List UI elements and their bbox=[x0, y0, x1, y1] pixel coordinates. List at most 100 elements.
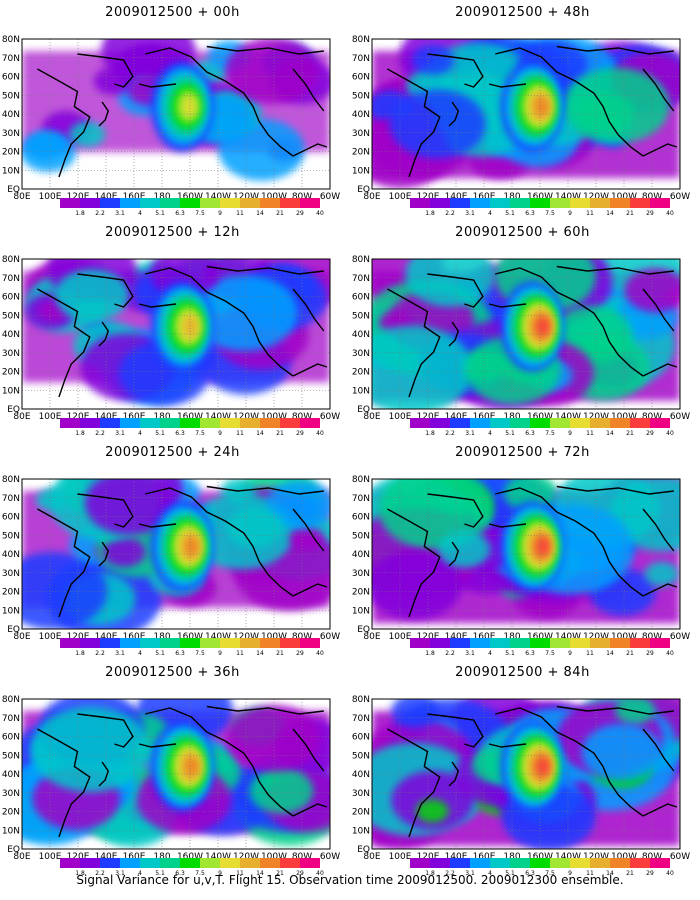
colorbar-swatch bbox=[60, 418, 80, 428]
coastline bbox=[138, 523, 177, 528]
x-tick-label: 140E bbox=[95, 192, 118, 202]
y-tick-label: 10N bbox=[352, 606, 370, 616]
panel-title: 2009012500 + 12h bbox=[105, 225, 240, 240]
coastline bbox=[642, 288, 675, 332]
coastline bbox=[37, 288, 91, 398]
colorbar-label: 14 bbox=[606, 650, 614, 657]
colorbar-label: 6.3 bbox=[525, 210, 535, 217]
coastline bbox=[556, 45, 674, 55]
colorbar-swatch bbox=[280, 418, 300, 428]
colorbar-label: 21 bbox=[276, 870, 284, 877]
coastline bbox=[642, 508, 675, 552]
coastline bbox=[37, 68, 91, 178]
colorbar-swatch bbox=[590, 418, 610, 428]
colorbar-swatch bbox=[430, 418, 450, 428]
coastline bbox=[495, 47, 644, 157]
coastline bbox=[427, 53, 484, 88]
colorbar-label: 4 bbox=[488, 650, 492, 657]
coastline bbox=[98, 761, 110, 787]
colorbar-swatch bbox=[220, 198, 240, 208]
y-tick-label: 30N bbox=[352, 789, 370, 799]
colorbar-swatch bbox=[530, 418, 550, 428]
x-tick-label: 120W bbox=[233, 412, 259, 422]
x-tick-label: 140E bbox=[445, 192, 468, 202]
panel-title: 2009012500 + 36h bbox=[105, 665, 240, 680]
colorbar-label: 6.3 bbox=[175, 870, 185, 877]
y-tick-label: 50N bbox=[2, 531, 20, 541]
panel-title: 2009012500 + 00h bbox=[105, 5, 240, 20]
coastline bbox=[488, 523, 527, 528]
colorbar-swatch bbox=[60, 638, 80, 648]
colorbar-label: 6.3 bbox=[525, 650, 535, 657]
x-tick-label: 80E bbox=[363, 852, 380, 862]
colorbar-label: 3.1 bbox=[115, 870, 125, 877]
coastline bbox=[206, 45, 324, 55]
y-tick-label: 30N bbox=[2, 349, 20, 359]
x-tick-label: 100E bbox=[39, 632, 62, 642]
colorbar-label: 11 bbox=[236, 210, 244, 217]
colorbar-swatch bbox=[490, 638, 510, 648]
y-tick-label: 70N bbox=[352, 274, 370, 284]
coastline bbox=[292, 143, 328, 157]
colorbar-label: 1.8 bbox=[75, 870, 85, 877]
colorbar-swatch bbox=[510, 198, 530, 208]
colorbar-swatch bbox=[610, 638, 630, 648]
y-tick-label: 40N bbox=[2, 110, 20, 120]
colorbar-swatch bbox=[80, 198, 100, 208]
x-tick-label: 80W bbox=[292, 852, 312, 862]
y-tick-label: EQ bbox=[7, 625, 20, 635]
y-tick-label: 20N bbox=[2, 148, 20, 158]
x-tick-label: 160W bbox=[177, 412, 203, 422]
colorbar-swatch bbox=[80, 638, 100, 648]
colorbar-label: 2.2 bbox=[95, 650, 105, 657]
coastline bbox=[387, 288, 441, 398]
colorbar-swatch bbox=[610, 418, 630, 428]
coastline bbox=[642, 728, 675, 772]
coastline bbox=[387, 728, 441, 838]
x-tick-label: 140W bbox=[205, 852, 231, 862]
colorbar-label: 2.2 bbox=[95, 430, 105, 437]
coastline bbox=[77, 713, 134, 748]
colorbar-label: 7.5 bbox=[545, 650, 555, 657]
x-tick-label: 100E bbox=[389, 412, 412, 422]
y-tick-label: 60N bbox=[2, 733, 20, 743]
colorbar-label: 3.1 bbox=[115, 210, 125, 217]
x-tick-label: 140W bbox=[555, 852, 581, 862]
colorbar-swatch bbox=[100, 638, 120, 648]
x-tick-label: 80W bbox=[642, 852, 662, 862]
x-tick-label: 80E bbox=[363, 192, 380, 202]
y-tick-label: 80N bbox=[352, 35, 370, 45]
y-tick-label: 10N bbox=[2, 606, 20, 616]
colorbar-swatch bbox=[100, 198, 120, 208]
colorbar-label: 29 bbox=[296, 650, 304, 657]
colorbar-swatch bbox=[260, 638, 280, 648]
x-tick-label: 120E bbox=[67, 852, 90, 862]
y-tick-label: EQ bbox=[357, 845, 370, 855]
y-tick-label: 50N bbox=[352, 751, 370, 761]
coastline bbox=[138, 743, 177, 748]
colorbar-swatch bbox=[280, 638, 300, 648]
y-tick-label: 60N bbox=[2, 513, 20, 523]
x-tick-label: 120E bbox=[67, 192, 90, 202]
colorbar-swatch bbox=[200, 418, 220, 428]
x-tick-label: 80E bbox=[363, 632, 380, 642]
colorbar-label: 9 bbox=[218, 430, 222, 437]
colorbar-label: 40 bbox=[316, 870, 324, 877]
x-tick-label: 80W bbox=[292, 192, 312, 202]
y-tick-label: 10N bbox=[2, 826, 20, 836]
colorbar-label: 4 bbox=[138, 430, 142, 437]
x-tick-label: 100E bbox=[389, 192, 412, 202]
y-tick-label: 30N bbox=[2, 129, 20, 139]
y-tick-label: 50N bbox=[2, 751, 20, 761]
colorbar-swatch bbox=[430, 638, 450, 648]
colorbar-label: 29 bbox=[296, 430, 304, 437]
colorbar-label: 11 bbox=[586, 210, 594, 217]
coastline bbox=[427, 493, 484, 528]
x-tick-label: 60W bbox=[320, 192, 340, 202]
colorbar-swatch bbox=[510, 418, 530, 428]
colorbar-label: 11 bbox=[236, 870, 244, 877]
colorbar-label: 21 bbox=[276, 650, 284, 657]
colorbar-swatch bbox=[470, 418, 490, 428]
colorbar-swatch bbox=[160, 858, 180, 868]
